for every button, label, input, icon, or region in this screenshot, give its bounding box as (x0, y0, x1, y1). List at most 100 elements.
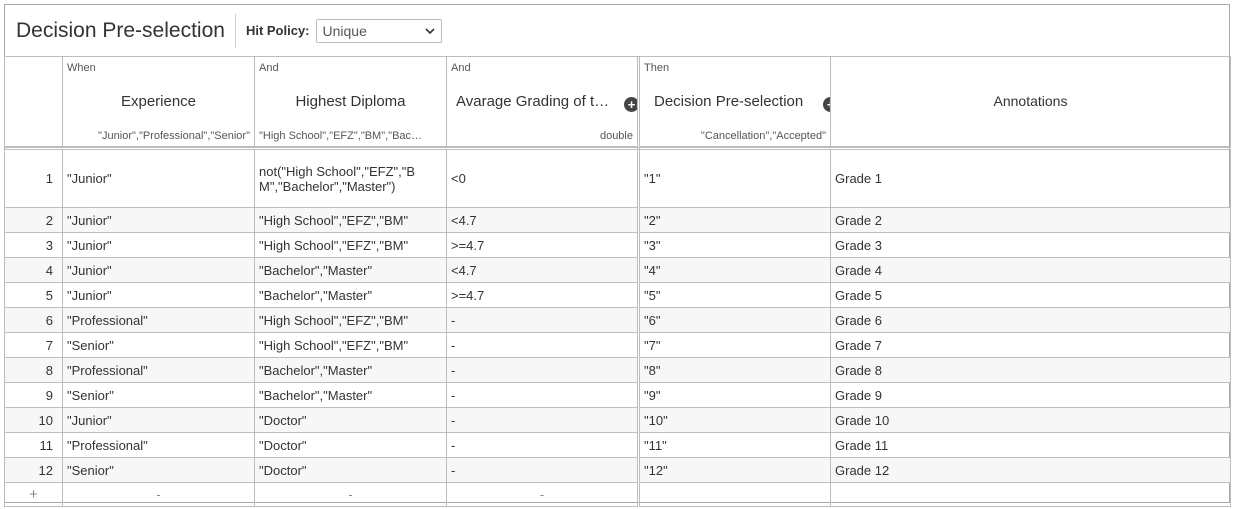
cell-experience[interactable]: "Junior" (62, 232, 255, 258)
placeholder-cell[interactable] (638, 482, 831, 507)
cell-annotation[interactable]: Grade 12 (830, 457, 1231, 483)
input-column-diploma[interactable]: And Highest Diploma "High School","EFZ",… (254, 56, 447, 147)
cell-decision[interactable]: "10" (638, 407, 831, 433)
output-column-decision[interactable]: Then Decision Pre-selection + "Cancellat… (638, 56, 831, 147)
cell-grading[interactable]: >=4.7 (446, 282, 640, 308)
cell-decision[interactable]: "5" (638, 282, 831, 308)
rule-index[interactable]: 11 (4, 432, 63, 458)
rule-index[interactable]: 5 (4, 282, 63, 308)
cell-annotation[interactable]: Grade 1 (830, 147, 1231, 208)
column-type[interactable]: "Junior","Professional","Senior" (98, 130, 250, 142)
cell-diploma[interactable]: "Bachelor","Master" (254, 257, 447, 283)
cell-diploma[interactable]: "High School","EFZ","BM" (254, 307, 447, 333)
cell-annotation[interactable]: Grade 7 (830, 332, 1231, 358)
cell-diploma[interactable]: "Bachelor","Master" (254, 382, 447, 408)
rule-index[interactable]: 1 (4, 147, 63, 208)
cell-annotation[interactable]: Grade 6 (830, 307, 1231, 333)
cell-annotation[interactable]: Grade 5 (830, 282, 1231, 308)
decision-title[interactable]: Decision Pre-selection (16, 18, 225, 42)
cell-diploma[interactable]: "High School","EFZ","BM" (254, 207, 447, 233)
cell-grading[interactable]: - (446, 432, 640, 458)
cell-diploma[interactable]: "Doctor" (254, 432, 447, 458)
cell-experience[interactable]: "Junior" (62, 147, 255, 208)
cell-decision[interactable]: "11" (638, 432, 831, 458)
rule-index[interactable]: 7 (4, 332, 63, 358)
cell-diploma[interactable]: not("High School","EFZ","BM","Bachelor",… (254, 147, 447, 208)
cell-annotation[interactable]: Grade 4 (830, 257, 1231, 283)
cell-annotation[interactable]: Grade 8 (830, 357, 1231, 383)
column-name[interactable]: Highest Diploma (295, 93, 406, 110)
rule-index[interactable]: 2 (4, 207, 63, 233)
cell-experience[interactable]: "Professional" (62, 432, 255, 458)
cell-annotation[interactable]: Grade 9 (830, 382, 1231, 408)
cell-grading[interactable]: - (446, 457, 640, 483)
column-type[interactable]: double (599, 130, 633, 142)
cell-grading[interactable]: <4.7 (446, 207, 640, 233)
cell-experience[interactable]: "Junior" (62, 257, 255, 283)
rule-index[interactable]: 4 (4, 257, 63, 283)
cell-annotation[interactable]: Grade 10 (830, 407, 1231, 433)
cell-decision[interactable]: "2" (638, 207, 831, 233)
rule-index[interactable]: 12 (4, 457, 63, 483)
rule-index[interactable]: 9 (4, 382, 63, 408)
decision-table: Decision Pre-selection Hit Policy: Uniqu… (4, 4, 1231, 507)
column-name[interactable]: Avarage Grading of t… (456, 93, 610, 110)
cell-experience[interactable]: "Senior" (62, 457, 255, 483)
cell-grading[interactable]: - (446, 407, 640, 433)
cell-experience[interactable]: "Junior" (62, 282, 255, 308)
cell-decision[interactable]: "8" (638, 357, 831, 383)
cell-grading[interactable]: - (446, 332, 640, 358)
rule-index[interactable]: 8 (4, 357, 63, 383)
input-column-experience[interactable]: When Experience "Junior","Professional",… (62, 56, 255, 147)
column-name[interactable]: Decision Pre-selection (654, 93, 804, 110)
cell-decision[interactable]: "1" (638, 147, 831, 208)
rule-index[interactable]: 10 (4, 407, 63, 433)
plus-circle-icon[interactable]: + (624, 97, 636, 112)
cell-annotation[interactable]: Grade 11 (830, 432, 1231, 458)
column-name[interactable]: Experience (120, 93, 197, 110)
cell-experience[interactable]: "Junior" (62, 207, 255, 233)
cell-diploma[interactable]: "Doctor" (254, 457, 447, 483)
cell-annotation[interactable]: Grade 3 (830, 232, 1231, 258)
cell-experience[interactable]: "Senior" (62, 382, 255, 408)
cell-grading[interactable]: >=4.7 (446, 232, 640, 258)
placeholder-cell[interactable]: - (446, 482, 640, 507)
add-rule-button[interactable]: + (4, 482, 63, 507)
rule-index[interactable]: 6 (4, 307, 63, 333)
divider (234, 13, 236, 48)
cell-diploma[interactable]: "Bachelor","Master" (254, 282, 447, 308)
clause-kind-label: When (67, 62, 96, 74)
cell-experience[interactable]: "Junior" (62, 407, 255, 433)
cell-decision[interactable]: "3" (638, 232, 831, 258)
cell-grading[interactable]: <0 (446, 147, 640, 208)
cell-experience[interactable]: "Professional" (62, 307, 255, 333)
cell-grading[interactable]: - (446, 382, 640, 408)
cell-diploma[interactable]: "High School","EFZ","BM" (254, 232, 447, 258)
plus-circle-icon[interactable]: + (823, 97, 830, 112)
cell-annotation[interactable]: Grade 2 (830, 207, 1231, 233)
cell-decision[interactable]: "9" (638, 382, 831, 408)
rule-index[interactable]: 3 (4, 232, 63, 258)
annotations-column[interactable]: Annotations (830, 56, 1231, 147)
cell-decision[interactable]: "4" (638, 257, 831, 283)
column-name[interactable]: Annotations (993, 93, 1068, 109)
input-column-grading[interactable]: And Avarage Grading of t… + double (446, 56, 640, 147)
cell-diploma[interactable]: "High School","EFZ","BM" (254, 332, 447, 358)
cell-decision[interactable]: "6" (638, 307, 831, 333)
cell-decision[interactable]: "7" (638, 332, 831, 358)
column-type[interactable]: "Cancellation","Accepted" (700, 130, 826, 142)
placeholder-cell[interactable] (830, 482, 1231, 507)
cell-diploma[interactable]: "Bachelor","Master" (254, 357, 447, 383)
rules-table: When Experience "Junior","Professional",… (4, 56, 1231, 147)
cell-experience[interactable]: "Professional" (62, 357, 255, 383)
cell-experience[interactable]: "Senior" (62, 332, 255, 358)
cell-diploma[interactable]: "Doctor" (254, 407, 447, 433)
cell-grading[interactable]: - (446, 357, 640, 383)
cell-decision[interactable]: "12" (638, 457, 831, 483)
hit-policy-select[interactable]: Unique (315, 18, 442, 43)
placeholder-cell[interactable]: - (254, 482, 447, 507)
cell-grading[interactable]: - (446, 307, 640, 333)
placeholder-cell[interactable]: - (62, 482, 255, 507)
column-type[interactable]: "High School","EFZ","BM","Bac… (259, 130, 423, 142)
cell-grading[interactable]: <4.7 (446, 257, 640, 283)
